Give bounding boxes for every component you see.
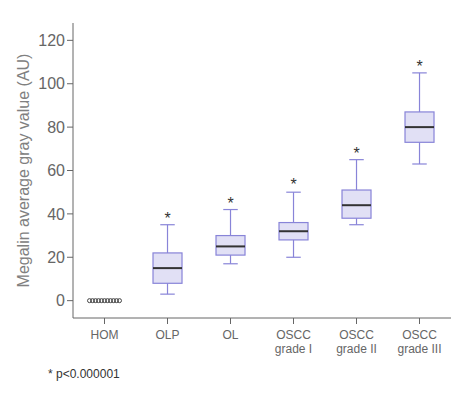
svg-text:HOM: HOM [91, 328, 119, 342]
svg-text:100: 100 [38, 75, 65, 92]
svg-text:OSCCgrade III: OSCCgrade III [397, 328, 441, 356]
svg-text:120: 120 [38, 32, 65, 49]
svg-text:OLP: OLP [155, 328, 179, 342]
svg-text:0: 0 [56, 292, 65, 309]
svg-text:OSCCgrade II: OSCCgrade II [336, 328, 377, 356]
svg-text:*: * [290, 176, 296, 193]
svg-text:*: * [227, 195, 233, 212]
svg-text:80: 80 [47, 119, 65, 136]
svg-text:OSCCgrade I: OSCCgrade I [275, 328, 312, 356]
svg-text:40: 40 [47, 206, 65, 223]
svg-text:*: * [164, 210, 170, 227]
svg-text:20: 20 [47, 249, 65, 266]
html-text:* p<0.000001: * p<0.000001 [48, 367, 120, 381]
svg-text:*: * [353, 145, 359, 162]
svg-text:60: 60 [47, 162, 65, 179]
svg-text:Megalin average gray value (AU: Megalin average gray value (AU) [15, 54, 32, 288]
svg-text:OL: OL [222, 328, 238, 342]
svg-text:*: * [416, 58, 422, 75]
